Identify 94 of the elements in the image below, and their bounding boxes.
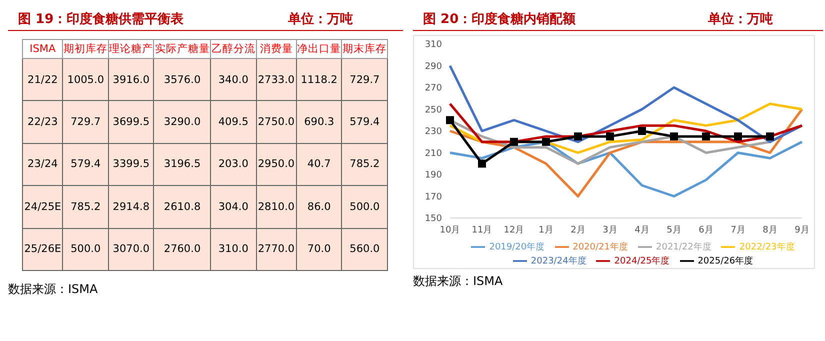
x-tick-label: 5月 — [666, 225, 682, 236]
point — [478, 160, 486, 168]
y-tick-label: 190 — [424, 170, 442, 181]
text: 500.0 — [350, 200, 380, 213]
y-tick-label: 230 — [424, 127, 442, 138]
legend-label: 2025/26年度 — [698, 256, 754, 266]
text: 785.2 — [70, 200, 101, 213]
category-label: 期初库存 — [62, 40, 108, 58]
legend-label: 2023/24年度 — [530, 256, 586, 266]
text: 2610.8 — [164, 200, 201, 213]
text: 3916.0 — [112, 74, 150, 86]
x-tick-label: 7月 — [730, 225, 746, 236]
point — [734, 132, 742, 140]
text: 86.0 — [307, 200, 331, 213]
source-note: 数据来源：ISMA — [8, 281, 99, 298]
text: 2750.0 — [258, 116, 295, 128]
text: 785.2 — [350, 158, 380, 170]
category-label: 乙醇分流 — [210, 40, 256, 58]
text: 579.4 — [350, 116, 380, 128]
y-tick-label: 290 — [424, 62, 442, 72]
text: 560.0 — [350, 243, 380, 256]
legend-label: 2019/20年度 — [489, 242, 545, 252]
text: 单位：万吨 — [288, 11, 353, 28]
point — [702, 132, 710, 140]
y-tick-label: 270 — [424, 84, 442, 94]
x-tick-label: 3月 — [602, 225, 618, 236]
point — [542, 138, 550, 146]
chart-subtitle: 单位：万吨 — [708, 11, 773, 28]
text: 2914.8 — [112, 200, 150, 213]
text: 3699.5 — [112, 116, 150, 128]
text: 310.0 — [218, 243, 248, 256]
category-label: ISMA — [22, 40, 63, 58]
text: 340.0 — [218, 74, 248, 86]
text: 729.7 — [70, 116, 101, 128]
legend-label: 2024/25年度 — [614, 256, 670, 266]
x-tick-label: 6月 — [698, 225, 714, 236]
y-tick-label: 150 — [424, 214, 442, 224]
text: 690.3 — [304, 116, 334, 128]
text: 25/26E — [24, 243, 62, 256]
x-tick-label: 10月 — [440, 225, 460, 236]
y-tick-label: 250 — [424, 105, 442, 116]
category-label: 实际产糖量 — [154, 40, 211, 58]
text: 21/22 — [28, 74, 58, 86]
text: 2950.0 — [258, 158, 295, 170]
point — [638, 127, 646, 135]
category-label: 净出口量 — [296, 40, 342, 58]
text: 2810.0 — [258, 200, 295, 213]
y-tick-label: 210 — [424, 148, 442, 159]
text: 图 19：印度食糖供需平衡表 — [18, 10, 184, 28]
x-tick-label: 11月 — [472, 225, 492, 236]
category-label: 期末库存 — [342, 40, 388, 58]
x-tick-label: 4月 — [634, 225, 650, 236]
text: 579.4 — [70, 158, 101, 170]
text: 409.5 — [218, 116, 248, 128]
text: 1118.2 — [300, 74, 338, 86]
x-tick-label: 8月 — [762, 225, 778, 236]
text: 729.7 — [350, 74, 380, 86]
category-label: 消费量 — [256, 40, 296, 58]
category-label: 理论糖产 — [108, 40, 154, 58]
y-tick-label: 170 — [424, 192, 442, 202]
text: 3290.0 — [164, 116, 201, 128]
y-tick-label: 310 — [424, 40, 442, 50]
text: 2770.0 — [258, 243, 295, 256]
text: 203.0 — [218, 158, 248, 170]
text: 2760.0 — [164, 243, 201, 256]
text: 22/23 — [28, 116, 58, 128]
legend-label: 2022/23年度 — [739, 242, 795, 252]
text: 70.0 — [307, 243, 331, 256]
text: 3399.5 — [112, 158, 150, 170]
text: 3196.5 — [164, 158, 201, 170]
line-series — [448, 64, 804, 144]
point — [574, 132, 582, 140]
text: 40.7 — [307, 158, 331, 170]
x-tick-label: 12月 — [504, 225, 524, 236]
text: 500.0 — [70, 243, 101, 256]
text: 1005.0 — [67, 74, 104, 86]
point — [446, 116, 454, 124]
x-tick-label: 2月 — [570, 225, 586, 236]
legend-label: 2020/21年度 — [572, 242, 628, 252]
point — [606, 132, 614, 140]
source-note: 数据来源：ISMA — [413, 273, 504, 290]
text: 3070.0 — [112, 243, 150, 256]
text: 2733.0 — [258, 74, 295, 86]
x-tick-label: 9月 — [794, 225, 810, 236]
text: 24/25E — [24, 200, 62, 213]
text: 3576.0 — [164, 74, 201, 86]
text: 304.0 — [218, 200, 248, 213]
chart-title: 图 20：印度食糖内销配额 — [423, 10, 576, 28]
point — [670, 132, 678, 140]
legend-label: 2021/22年度 — [656, 242, 712, 252]
x-tick-label: 1月 — [538, 225, 554, 236]
text: 23/24 — [28, 158, 58, 170]
point — [510, 138, 518, 146]
point — [766, 132, 774, 140]
